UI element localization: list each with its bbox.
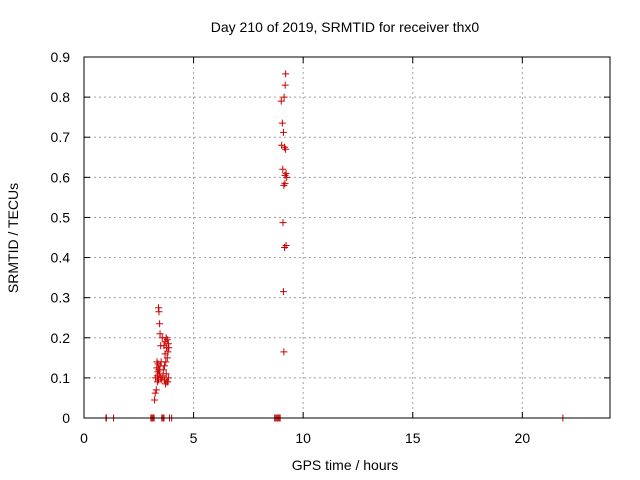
data-point <box>159 366 167 374</box>
data-point <box>283 173 291 181</box>
data-point <box>165 344 173 352</box>
x-tick-label: 5 <box>190 430 198 446</box>
data-point <box>164 348 172 356</box>
data-point <box>164 374 172 382</box>
y-tick-label: 0.7 <box>51 129 71 145</box>
y-axis-label: SRMTID / TECUs <box>5 183 21 293</box>
data-point <box>160 362 168 370</box>
x-tick-label: 10 <box>295 430 311 446</box>
data-point <box>163 336 171 344</box>
data-point <box>278 119 286 127</box>
x-tick-label: 0 <box>80 430 88 446</box>
data-point <box>155 308 163 316</box>
data-point <box>156 330 164 338</box>
data-point <box>277 97 285 105</box>
data-point <box>151 389 159 397</box>
x-tick-label: 15 <box>405 430 421 446</box>
data-point <box>280 348 288 356</box>
y-tick-label: 0.2 <box>51 330 71 346</box>
data-point <box>151 396 159 404</box>
x-tick-label: 20 <box>515 430 531 446</box>
plot-frame <box>83 56 611 419</box>
data-point <box>279 165 287 173</box>
axis-ticks: 0 0.1 0.2 0.3 0.4 0.5 0.6 0.7 0.8 0.9 0 5 10 15 20 <box>51 49 610 446</box>
y-tick-label: 0.8 <box>51 89 71 105</box>
y-tick-label: 0.3 <box>51 290 71 306</box>
y-tick-label: 0.6 <box>51 169 71 185</box>
data-point <box>163 354 171 362</box>
data-point <box>282 145 290 153</box>
y-tick-label: 0 <box>62 410 70 426</box>
data-point <box>162 370 170 378</box>
x-axis-label: GPS time / hours <box>292 457 399 473</box>
data-point <box>279 219 287 227</box>
y-tick-label: 0.9 <box>51 49 71 65</box>
y-tick-label: 0.5 <box>51 209 71 225</box>
grid-lines <box>84 57 610 418</box>
data-point <box>280 93 288 101</box>
y-tick-label: 0.4 <box>51 250 71 266</box>
y-tick-label: 0.1 <box>51 370 71 386</box>
data-point <box>164 378 172 386</box>
data-point <box>281 179 289 187</box>
data-point <box>282 70 290 78</box>
data-point <box>279 288 287 296</box>
data-point <box>281 81 289 89</box>
data-point <box>282 242 290 250</box>
data-point <box>152 386 160 394</box>
data-point <box>279 128 287 136</box>
data-point <box>156 320 164 328</box>
data-points <box>102 70 567 422</box>
data-point <box>282 169 290 177</box>
chart-title: Day 210 of 2019, SRMTID for receiver thx… <box>211 19 480 35</box>
data-point <box>162 358 170 366</box>
